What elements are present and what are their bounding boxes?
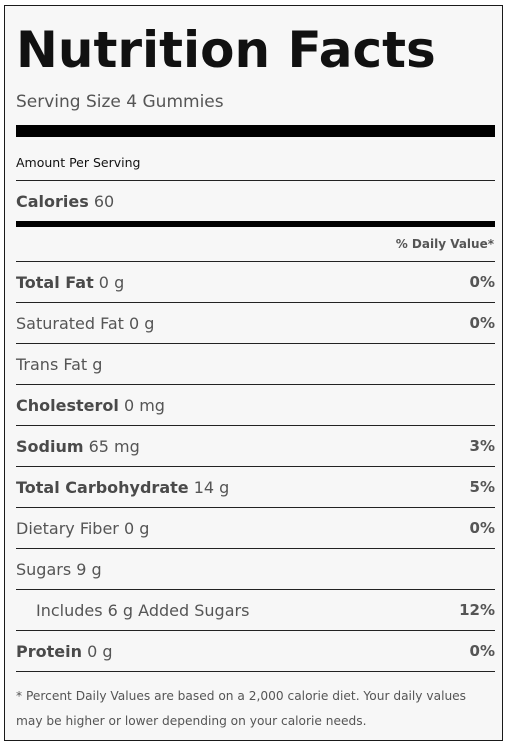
divider — [16, 343, 495, 344]
nutrient-label: Includes 6 g Added Sugars — [36, 600, 250, 620]
nutrient-row-sodium: Sodium 65 mg 3% — [16, 426, 495, 466]
nutrient-row-total-fat: Total Fat 0 g 0% — [16, 262, 495, 302]
nutrient-name: Total Fat 0 g — [16, 273, 124, 292]
nutrient-name: Sugars 9 g — [16, 560, 102, 579]
nutrient-amount: 65 mg — [83, 436, 140, 456]
nutrient-row-added-sugars: Includes 6 g Added Sugars 12% — [16, 590, 495, 630]
calories-row: Calories 60 — [16, 190, 114, 214]
serving-size: Serving Size 4 Gummies — [16, 92, 224, 112]
label-title: Nutrition Facts — [16, 21, 436, 79]
nutrient-amount: 0 g — [93, 272, 125, 292]
nutrient-name: Protein 0 g — [16, 642, 113, 661]
nutrient-label: Protein — [16, 641, 82, 661]
nutrient-row-sugars: Sugars 9 g — [16, 549, 495, 589]
footnote: * Percent Daily Values are based on a 2,… — [16, 689, 467, 728]
nutrient-daily-value: 0% — [469, 273, 495, 291]
calories-value: 60 — [93, 192, 115, 211]
nutrient-name: Cholesterol 0 mg — [16, 396, 165, 415]
nutrition-facts-label: Nutrition Facts Serving Size 4 Gummies A… — [4, 5, 503, 741]
nutrient-label: Trans Fat g — [16, 354, 103, 374]
nutrient-daily-value: 3% — [469, 437, 495, 455]
divider — [16, 261, 495, 262]
nutrient-label: Total Fat — [16, 272, 94, 292]
nutrient-daily-value: 0% — [469, 642, 495, 660]
divider — [16, 180, 495, 181]
nutrient-row-saturated-fat: Saturated Fat 0 g 0% — [16, 303, 495, 343]
calories-label: Calories — [16, 192, 89, 211]
nutrient-name: Sodium 65 mg — [16, 437, 140, 456]
nutrient-label: Saturated Fat 0 g — [16, 313, 155, 333]
daily-value-header: % Daily Value* — [395, 237, 494, 251]
nutrient-name: Includes 6 g Added Sugars — [16, 601, 249, 620]
divider — [16, 425, 495, 426]
nutrient-daily-value: 5% — [469, 478, 495, 496]
nutrient-row-total-carbohydrate: Total Carbohydrate 14 g 5% — [16, 467, 495, 507]
nutrient-name: Trans Fat g — [16, 355, 102, 374]
medium-divider — [16, 221, 495, 227]
divider — [16, 548, 495, 549]
nutrient-label: Cholesterol — [16, 395, 119, 415]
divider — [16, 630, 495, 631]
divider — [16, 671, 495, 672]
divider — [16, 384, 495, 385]
divider — [16, 589, 495, 590]
nutrient-label: Dietary Fiber 0 g — [16, 518, 150, 538]
nutrient-row-cholesterol: Cholesterol 0 mg — [16, 385, 495, 425]
nutrient-label: Sugars 9 g — [16, 559, 102, 579]
nutrient-daily-value: 0% — [469, 519, 495, 537]
nutrient-name: Dietary Fiber 0 g — [16, 519, 149, 538]
nutrient-amount: 0 mg — [118, 395, 165, 415]
amount-per-serving: Amount Per Serving — [16, 155, 141, 170]
divider — [16, 302, 495, 303]
thick-divider — [16, 125, 495, 137]
nutrient-amount: 0 g — [81, 641, 113, 661]
nutrient-row-trans-fat: Trans Fat g — [16, 344, 495, 384]
nutrient-daily-value: 12% — [459, 601, 495, 619]
nutrient-label: Total Carbohydrate — [16, 477, 189, 497]
divider — [16, 507, 495, 508]
nutrient-row-dietary-fiber: Dietary Fiber 0 g 0% — [16, 508, 495, 548]
nutrient-name: Total Carbohydrate 14 g — [16, 478, 229, 497]
nutrient-name: Saturated Fat 0 g — [16, 314, 154, 333]
nutrient-label: Sodium — [16, 436, 84, 456]
divider — [16, 466, 495, 467]
nutrient-daily-value: 0% — [469, 314, 495, 332]
nutrient-amount: 14 g — [188, 477, 230, 497]
nutrient-row-protein: Protein 0 g 0% — [16, 631, 495, 671]
